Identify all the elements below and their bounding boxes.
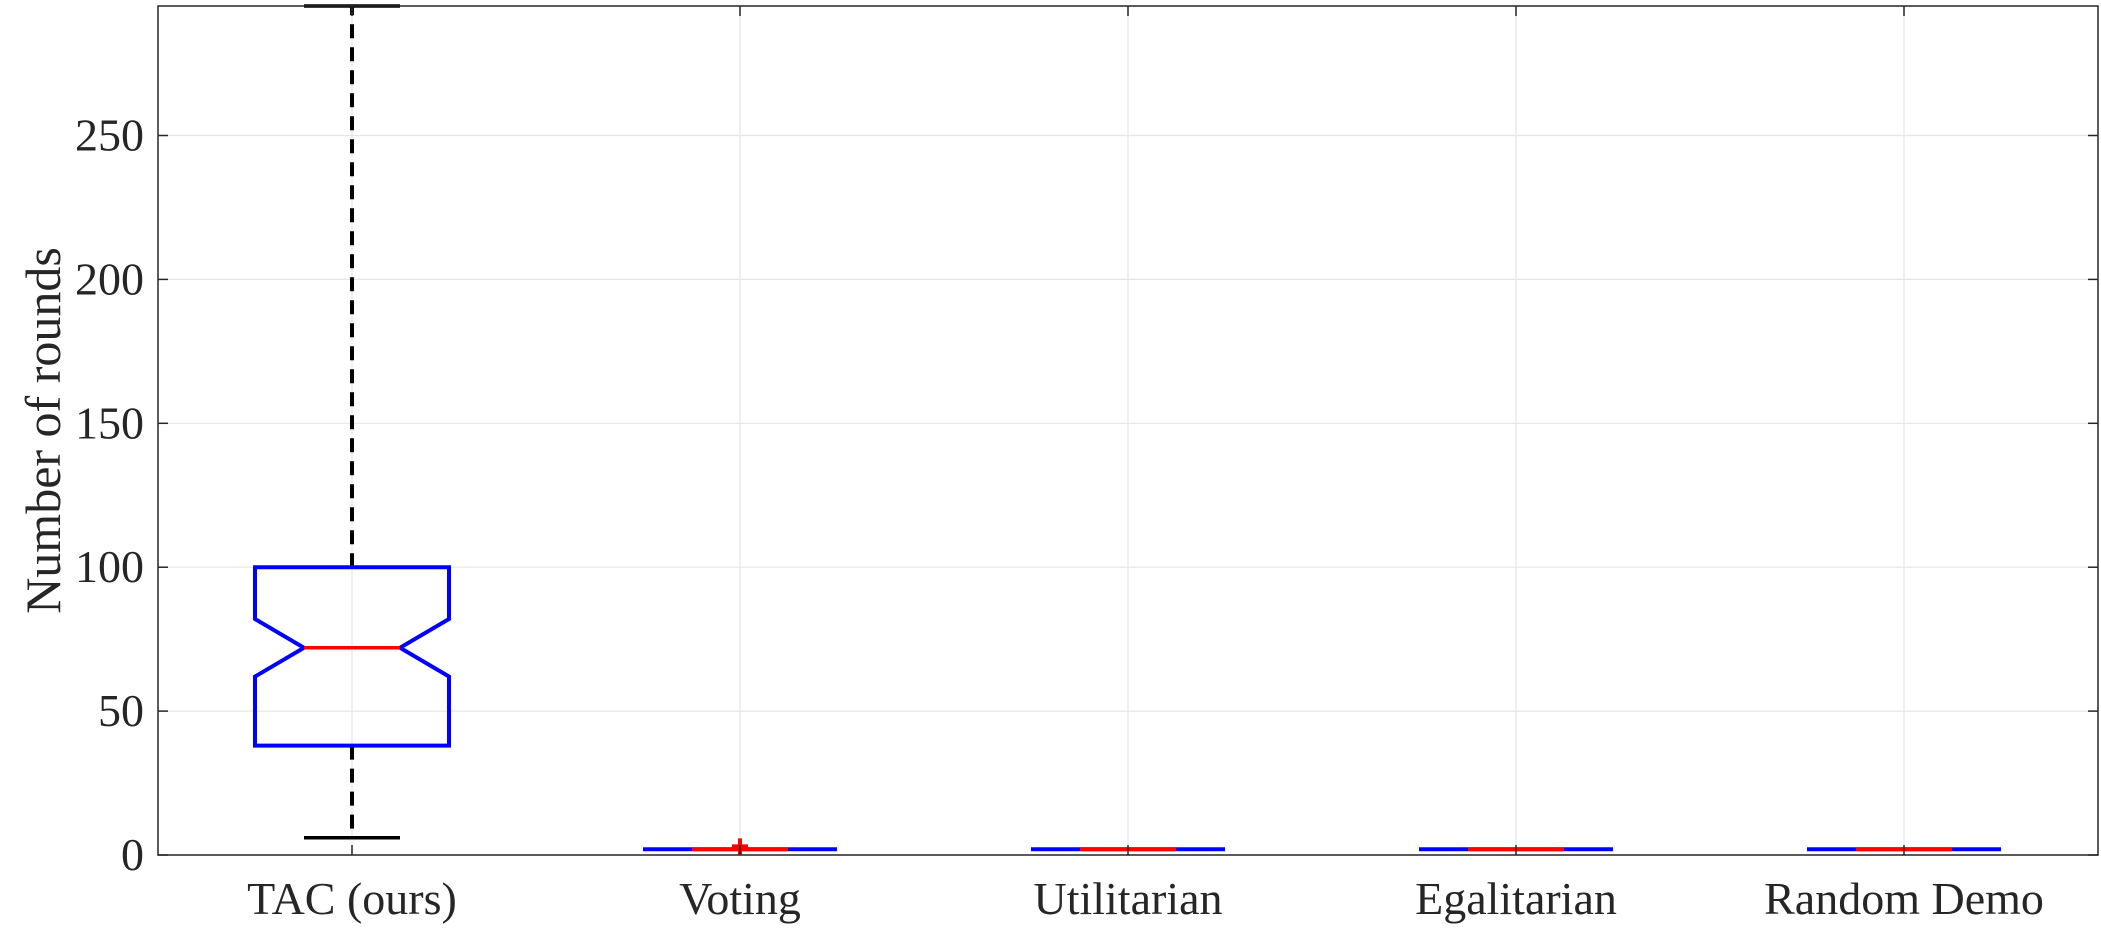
x-tick-label: TAC (ours) (247, 873, 457, 924)
x-tick-label: Random Demo (1764, 873, 2044, 924)
x-tick-label: Voting (679, 873, 801, 924)
box-body (253, 565, 451, 748)
x-tick-label: Utilitarian (1033, 873, 1222, 924)
y-tick-label: 100 (75, 541, 144, 592)
y-tick-label: 250 (75, 110, 144, 161)
y-tick-label: 150 (75, 397, 144, 448)
y-axis-title: Number of rounds (15, 247, 71, 614)
y-tick-label: 50 (98, 685, 144, 736)
axis-layer: 0 50 100 150 200 250 TAC (ours) Voting Utilitari… (75, 6, 2098, 924)
grid-layer (158, 6, 2098, 856)
x-tick-label: Egalitarian (1415, 873, 1617, 924)
y-tick-label: 0 (121, 829, 144, 880)
y-tick-label: 200 (75, 253, 144, 304)
